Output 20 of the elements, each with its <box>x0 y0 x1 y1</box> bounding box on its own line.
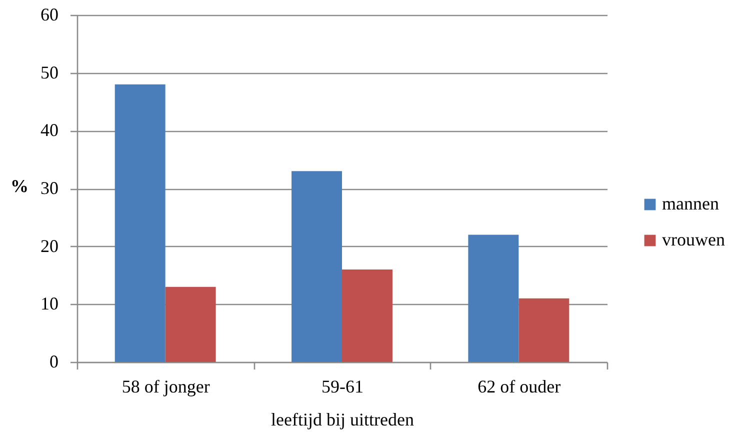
bar <box>518 298 570 362</box>
x-tick-label: 62 of ouder <box>478 376 561 396</box>
x-tick-label: 59-61 <box>322 376 364 396</box>
y-tick-label: 0 <box>50 352 58 372</box>
y-tick-label: 40 <box>40 120 58 140</box>
bar <box>114 84 166 362</box>
y-tick-label: 60 <box>40 4 58 24</box>
y-tick-label: 30 <box>40 178 58 198</box>
x-tick-label: 58 of jonger <box>122 376 210 396</box>
bar <box>468 234 519 362</box>
bar <box>342 269 392 362</box>
y-axis-title: % <box>10 176 28 196</box>
y-tick-label: 20 <box>40 236 58 256</box>
y-tick-label: 10 <box>40 294 58 314</box>
bar <box>292 171 342 362</box>
x-axis-title: leeftijd bij uittreden <box>271 410 414 430</box>
legend-label: vrouwen <box>662 230 725 250</box>
y-tick-label: 50 <box>40 62 58 82</box>
legend-label: mannen <box>662 194 719 214</box>
bar <box>165 286 216 362</box>
